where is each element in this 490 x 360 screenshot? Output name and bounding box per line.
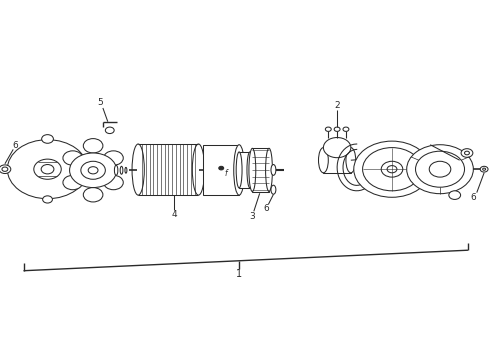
- Text: 6: 6: [470, 193, 476, 202]
- Circle shape: [7, 140, 88, 199]
- Circle shape: [2, 167, 8, 171]
- Circle shape: [0, 165, 11, 174]
- Ellipse shape: [318, 148, 328, 173]
- Ellipse shape: [271, 185, 276, 194]
- Circle shape: [325, 127, 331, 131]
- Circle shape: [88, 167, 98, 174]
- Ellipse shape: [192, 144, 205, 195]
- Ellipse shape: [234, 145, 245, 195]
- Ellipse shape: [247, 152, 253, 188]
- Circle shape: [41, 165, 54, 174]
- Bar: [239, 152, 250, 188]
- Ellipse shape: [346, 148, 356, 173]
- Circle shape: [334, 127, 340, 131]
- Ellipse shape: [132, 144, 145, 195]
- Circle shape: [42, 135, 53, 143]
- Text: 1: 1: [236, 269, 242, 279]
- Text: f: f: [225, 169, 227, 178]
- Circle shape: [34, 159, 61, 179]
- Circle shape: [63, 151, 82, 165]
- Bar: [323, 148, 351, 173]
- Circle shape: [105, 127, 114, 134]
- Text: 3: 3: [249, 212, 255, 220]
- Circle shape: [81, 161, 105, 179]
- Circle shape: [360, 158, 365, 161]
- Circle shape: [70, 153, 117, 188]
- Ellipse shape: [125, 167, 127, 173]
- Circle shape: [104, 175, 123, 190]
- Circle shape: [363, 148, 421, 191]
- Circle shape: [429, 161, 451, 177]
- Text: 4: 4: [171, 210, 177, 219]
- Circle shape: [83, 188, 103, 202]
- Circle shape: [219, 166, 223, 170]
- Circle shape: [104, 151, 123, 165]
- Ellipse shape: [249, 148, 256, 192]
- Circle shape: [465, 151, 469, 155]
- Bar: [252, 148, 269, 192]
- Circle shape: [387, 166, 397, 173]
- Circle shape: [43, 196, 52, 203]
- Ellipse shape: [271, 165, 276, 175]
- Circle shape: [323, 138, 351, 158]
- Circle shape: [449, 191, 461, 199]
- Circle shape: [63, 175, 82, 190]
- Circle shape: [343, 127, 349, 131]
- Bar: [203, 145, 239, 195]
- Circle shape: [407, 145, 473, 194]
- Ellipse shape: [266, 148, 272, 192]
- Circle shape: [480, 166, 488, 172]
- Text: 6: 6: [13, 141, 19, 150]
- Circle shape: [483, 168, 486, 170]
- Circle shape: [461, 149, 473, 157]
- Circle shape: [416, 151, 465, 187]
- Ellipse shape: [120, 166, 123, 174]
- Ellipse shape: [236, 152, 242, 188]
- Text: 5: 5: [98, 98, 103, 107]
- Circle shape: [354, 141, 430, 197]
- Circle shape: [83, 139, 103, 153]
- Text: 6: 6: [263, 204, 269, 213]
- Circle shape: [381, 161, 403, 177]
- Ellipse shape: [114, 165, 118, 175]
- Text: 2: 2: [334, 101, 340, 110]
